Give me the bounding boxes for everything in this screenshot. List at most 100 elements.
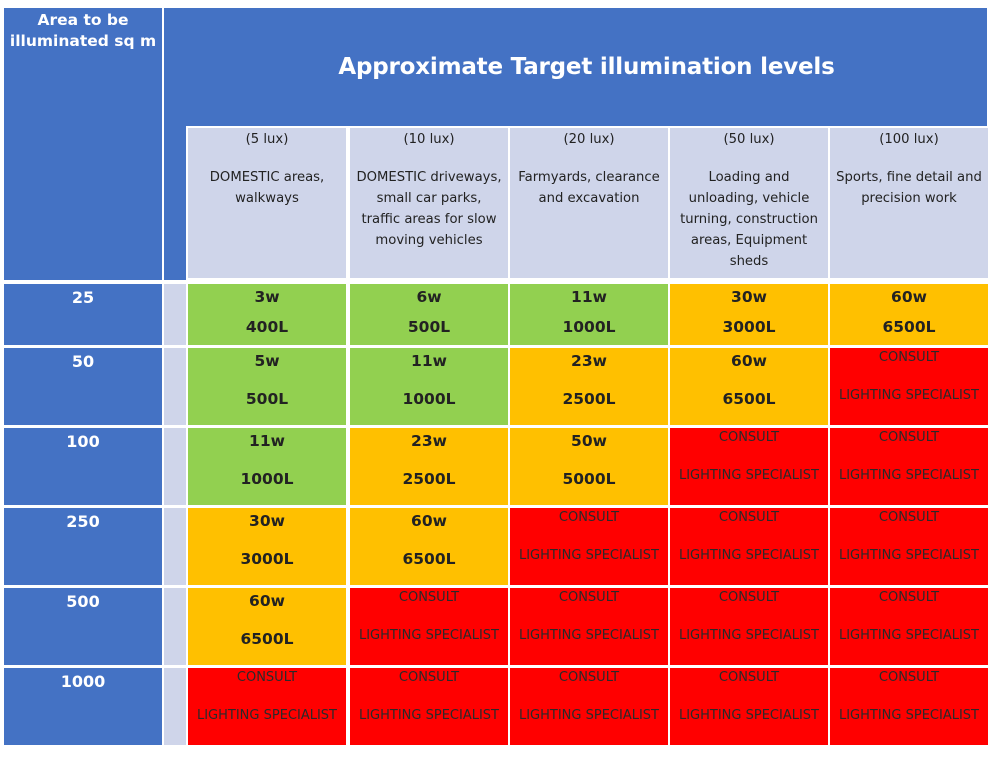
specialist-text: LIGHTING SPECIALIST <box>518 548 659 563</box>
corner-spacer <box>164 8 186 280</box>
consult-text: CONSULT <box>878 590 940 605</box>
recommendation-cell: 23w 2500L <box>350 428 508 505</box>
lux-level: (5 lux) <box>245 132 289 147</box>
lumens: 6500L <box>402 550 456 568</box>
recommendation-cell: 60w 6500L <box>670 348 828 425</box>
recommendation-cell: 30w 3000L <box>670 284 828 345</box>
consult-text: CONSULT <box>878 350 940 365</box>
consult-cell: CONSULT LIGHTING SPECIALIST <box>670 588 828 665</box>
row-spacer <box>164 348 186 425</box>
specialist-text: LIGHTING SPECIALIST <box>518 708 659 723</box>
wattage: 11w <box>411 352 447 370</box>
wattage: 11w <box>571 288 607 306</box>
consult-text: CONSULT <box>558 590 620 605</box>
specialist-text: LIGHTING SPECIALIST <box>358 708 499 723</box>
consult-text: CONSULT <box>236 670 298 685</box>
wattage: 23w <box>411 432 447 450</box>
recommendation-cell: 23w 2500L <box>510 348 668 425</box>
use-description: DOMESTIC driveways, small car parks, tra… <box>356 170 502 248</box>
lumens: 3000L <box>240 550 294 568</box>
specialist-text: LIGHTING SPECIALIST <box>838 468 979 483</box>
recommendation-cell: 60w 6500L <box>350 508 508 585</box>
lumens: 400L <box>245 318 289 336</box>
recommendation-cell: 11w 1000L <box>188 428 346 505</box>
consult-text: CONSULT <box>878 670 940 685</box>
consult-cell: CONSULT LIGHTING SPECIALIST <box>188 668 346 745</box>
row-spacer <box>164 588 186 665</box>
area-label: 1000 <box>4 668 162 745</box>
title-bar: Approximate Target illumination levels <box>186 8 987 126</box>
recommendation-cell: 3w 400L <box>188 284 346 345</box>
recommendation-cell: 50w 5000L <box>510 428 668 505</box>
wattage: 50w <box>571 432 607 450</box>
wattage: 60w <box>249 592 285 610</box>
specialist-text: LIGHTING SPECIALIST <box>678 708 819 723</box>
specialist-text: LIGHTING SPECIALIST <box>678 548 819 563</box>
specialist-text: LIGHTING SPECIALIST <box>838 388 979 403</box>
lumens: 500L <box>407 318 451 336</box>
row-spacer <box>164 284 186 345</box>
recommendation-cell: 60w 6500L <box>188 588 346 665</box>
consult-cell: CONSULT LIGHTING SPECIALIST <box>830 508 988 585</box>
row-spacer <box>164 508 186 585</box>
consult-cell: CONSULT LIGHTING SPECIALIST <box>350 588 508 665</box>
wattage: 23w <box>571 352 607 370</box>
lux-level: (100 lux) <box>879 132 939 147</box>
lux-level: (20 lux) <box>563 132 615 147</box>
lumens: 1000L <box>240 470 294 488</box>
consult-cell: CONSULT LIGHTING SPECIALIST <box>510 668 668 745</box>
row-spacer <box>164 428 186 505</box>
consult-cell: CONSULT LIGHTING SPECIALIST <box>510 508 668 585</box>
consult-cell: CONSULT LIGHTING SPECIALIST <box>830 588 988 665</box>
wattage: 3w <box>254 288 280 306</box>
consult-cell: CONSULT LIGHTING SPECIALIST <box>830 668 988 745</box>
specialist-text: LIGHTING SPECIALIST <box>358 628 499 643</box>
recommendation-cell: 11w 1000L <box>350 348 508 425</box>
lumens: 500L <box>245 390 289 408</box>
consult-cell: CONSULT LIGHTING SPECIALIST <box>510 588 668 665</box>
lumens: 2500L <box>402 470 456 488</box>
consult-cell: CONSULT LIGHTING SPECIALIST <box>350 668 508 745</box>
wattage: 11w <box>249 432 285 450</box>
area-label: 500 <box>4 588 162 665</box>
consult-text: CONSULT <box>878 430 940 445</box>
recommendation-cell: 11w 1000L <box>510 284 668 345</box>
lumens: 3000L <box>722 318 776 336</box>
specialist-text: LIGHTING SPECIALIST <box>518 628 659 643</box>
specialist-text: LIGHTING SPECIALIST <box>678 468 819 483</box>
recommendation-cell: 60w 6500L <box>830 284 988 345</box>
column-header: (50 lux) Loading and unloading, vehicle t… <box>670 128 828 278</box>
use-description: Farmyards, clearance and excavation <box>518 170 660 206</box>
use-description: DOMESTIC areas, walkways <box>209 170 325 206</box>
lumens: 1000L <box>562 318 616 336</box>
column-header: (5 lux) DOMESTIC areas, walkways <box>188 128 346 278</box>
consult-cell: CONSULT LIGHTING SPECIALIST <box>670 668 828 745</box>
consult-text: CONSULT <box>718 510 780 525</box>
consult-text: CONSULT <box>878 510 940 525</box>
row-spacer <box>164 668 186 745</box>
lux-level: (10 lux) <box>403 132 455 147</box>
recommendation-cell: 30w 3000L <box>188 508 346 585</box>
consult-text: CONSULT <box>398 670 460 685</box>
consult-cell: CONSULT LIGHTING SPECIALIST <box>830 348 988 425</box>
wattage: 60w <box>411 512 447 530</box>
wattage: 30w <box>731 288 767 306</box>
lumens: 1000L <box>402 390 456 408</box>
consult-text: CONSULT <box>558 670 620 685</box>
recommendation-cell: 5w 500L <box>188 348 346 425</box>
specialist-text: LIGHTING SPECIALIST <box>678 628 819 643</box>
use-description: Sports, fine detail and precision work <box>836 170 982 206</box>
wattage: 60w <box>891 288 927 306</box>
wattage: 60w <box>731 352 767 370</box>
consult-cell: CONSULT LIGHTING SPECIALIST <box>670 428 828 505</box>
consult-text: CONSULT <box>398 590 460 605</box>
wattage: 5w <box>254 352 280 370</box>
area-label: 250 <box>4 508 162 585</box>
column-header: (10 lux) DOMESTIC driveways, small car pa… <box>350 128 508 278</box>
area-label: 100 <box>4 428 162 505</box>
area-column-heading: Area to be illuminated sq m <box>9 11 157 50</box>
consult-text: CONSULT <box>558 510 620 525</box>
wattage: 6w <box>416 288 442 306</box>
specialist-text: LIGHTING SPECIALIST <box>838 708 979 723</box>
lumens: 2500L <box>562 390 616 408</box>
